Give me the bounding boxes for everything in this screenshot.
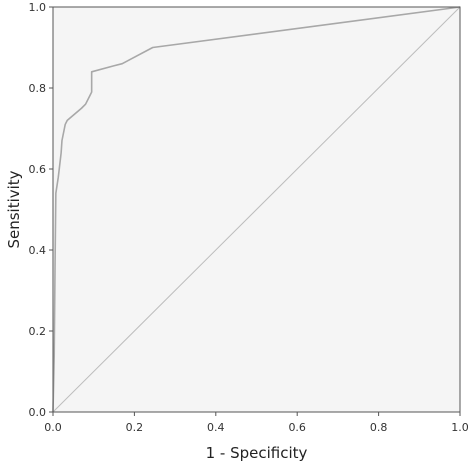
y-tick-label: 0.4 (29, 244, 47, 257)
y-axis-ticks: 0.0 0.2 0.4 0.6 0.8 1.0 (29, 1, 53, 419)
y-axis-title: Sensitivity (5, 170, 23, 248)
x-tick-label: 0.0 (44, 421, 62, 434)
x-axis-title: 1 - Specificity (206, 444, 308, 462)
x-tick-label: 0.8 (370, 421, 388, 434)
y-tick-label: 0.2 (29, 325, 47, 338)
x-tick-label: 1.0 (451, 421, 469, 434)
y-tick-label: 0.6 (29, 163, 47, 176)
x-tick-label: 0.4 (207, 421, 225, 434)
plot-frame (52, 6, 461, 413)
reference-line (52, 6, 461, 413)
y-tick-label: 0.8 (29, 82, 47, 95)
x-tick-label: 0.2 (126, 421, 144, 434)
roc-curve (52, 6, 461, 413)
x-tick-label: 0.6 (288, 421, 306, 434)
y-tick-label: 0.0 (29, 406, 47, 419)
chart-marks (52, 6, 461, 413)
y-tick-label: 1.0 (29, 1, 47, 14)
x-axis-ticks: 0.0 0.2 0.4 0.6 0.8 1.0 (44, 412, 469, 434)
